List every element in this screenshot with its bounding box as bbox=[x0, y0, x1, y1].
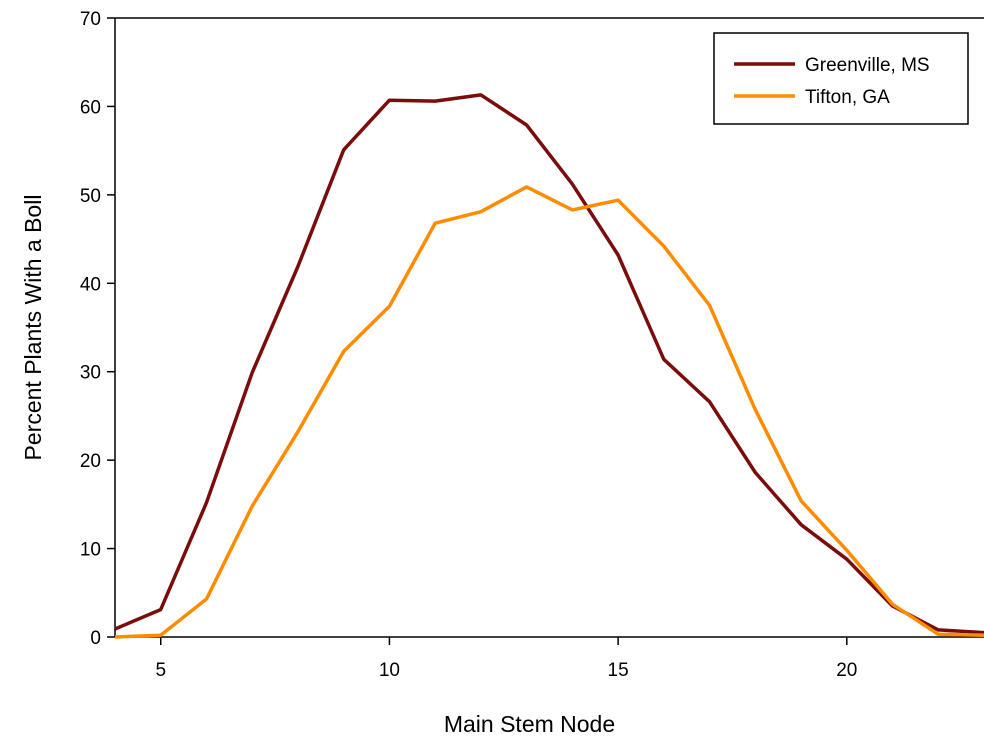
plot-area: 5 10 15 20 0 10 20 30 40 50 60 70 bbox=[80, 9, 984, 681]
legend-label: Greenville, MS bbox=[805, 55, 930, 76]
x-axis-title: Main Stem Node bbox=[444, 711, 615, 737]
x-tick-label: 5 bbox=[155, 660, 166, 681]
x-tick-label: 20 bbox=[836, 660, 857, 681]
legend-box bbox=[713, 32, 969, 125]
y-tick-label: 30 bbox=[80, 363, 101, 384]
y-tick-label: 70 bbox=[80, 9, 101, 30]
legend-items: Greenville, MS Tifton, GA bbox=[734, 55, 930, 108]
y-tick-label: 50 bbox=[80, 186, 101, 207]
y-tick-label: 40 bbox=[80, 274, 101, 295]
y-tick-label: 10 bbox=[80, 540, 101, 561]
legend-label: Tifton, GA bbox=[805, 87, 890, 108]
series-line-1 bbox=[114, 93, 984, 635]
y-tick-label: 20 bbox=[80, 451, 101, 472]
x-tick-label: 10 bbox=[379, 660, 400, 681]
series-line-2 bbox=[114, 185, 984, 639]
y-tick-label: 60 bbox=[80, 97, 101, 118]
series-lines bbox=[114, 93, 984, 639]
y-axis-ticks: 0 10 20 30 40 50 60 70 bbox=[80, 9, 115, 649]
x-axis-ticks: 5 10 15 20 bbox=[155, 637, 857, 681]
y-tick-label: 0 bbox=[90, 628, 101, 649]
x-tick-label: 15 bbox=[608, 660, 629, 681]
y-axis-title: Percent Plants With a Boll bbox=[20, 195, 46, 461]
legend: Greenville, MS Tifton, GA bbox=[713, 32, 969, 125]
